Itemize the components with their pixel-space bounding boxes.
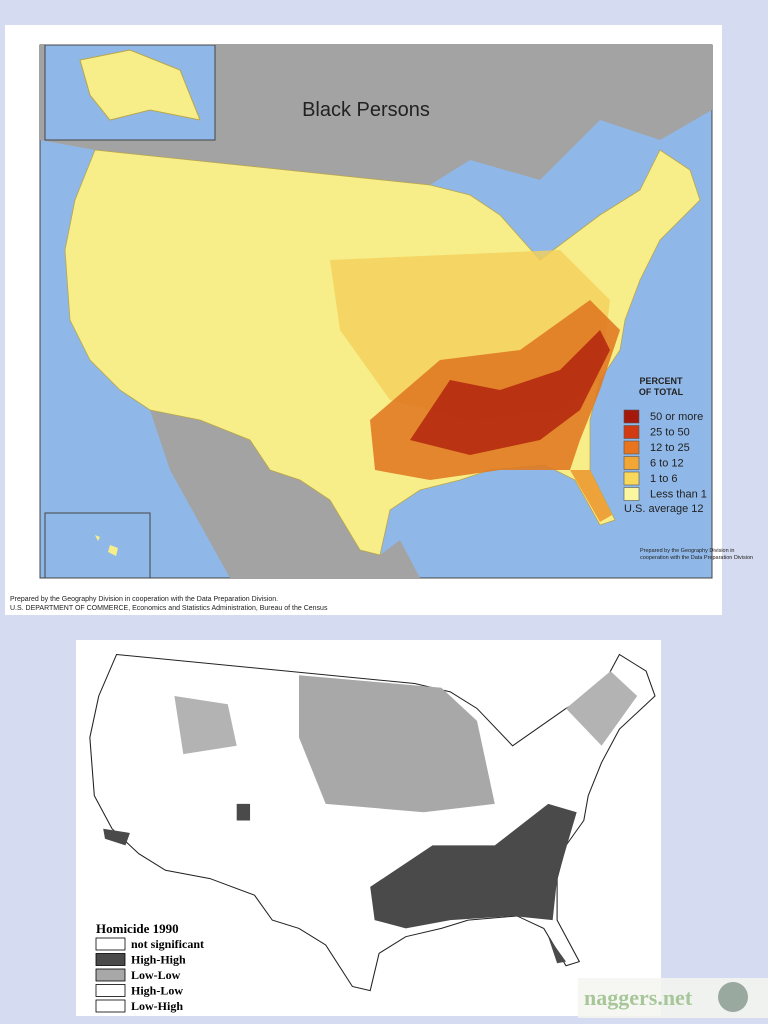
legend-label: Less than 1 [650, 489, 707, 501]
alaska [79, 49, 201, 121]
legend-label: High-High [131, 953, 186, 967]
legend-swatch [623, 487, 640, 501]
low-low-region [299, 675, 495, 813]
legend-title: PERCENT [639, 376, 683, 386]
legend-label: 50 or more [650, 411, 703, 423]
legend-swatch [95, 937, 126, 951]
watermark: naggers.net [584, 985, 693, 1010]
legend-swatch [623, 409, 640, 424]
credit: Prepared by the Geography Division in co… [10, 596, 278, 603]
legend-label: 1 to 6 [650, 473, 678, 485]
legend-label: High-Low [131, 984, 183, 998]
low-low-region [174, 671, 638, 755]
legend-label: Low-High [131, 999, 183, 1013]
mexico [150, 410, 420, 578]
legend-note: U.S. average 12 [624, 503, 704, 515]
legend-swatch [623, 425, 640, 439]
watermark-logo [718, 982, 748, 1012]
legend-swatch [95, 953, 126, 966]
legend-label: 12 to 25 [650, 442, 690, 454]
high-high-region [370, 803, 577, 929]
region-shade [570, 470, 612, 522]
legend-title: Homicide 1990 [96, 921, 179, 936]
legend-swatch [623, 456, 640, 470]
legend-swatch [95, 984, 126, 997]
legend-swatch [95, 968, 126, 982]
legend-label: not significant [131, 937, 204, 951]
legend-label: 6 to 12 [650, 458, 684, 470]
legend-title: OF TOTAL [639, 387, 684, 397]
hawaii [95, 535, 118, 556]
map-title: Black Persons [302, 99, 430, 121]
credit: U.S. DEPARTMENT OF COMMERCE, Economics a… [10, 605, 328, 612]
legend-label: 25 to 50 [650, 427, 690, 439]
legend-swatch [623, 471, 640, 486]
legend-swatch [623, 440, 640, 455]
region-shade [410, 330, 610, 455]
legend-swatch [95, 999, 126, 1013]
legend-label: Low-Low [131, 968, 181, 982]
map-credit: Prepared by the Geography Division in [640, 548, 734, 554]
bottom-map [89, 653, 656, 992]
map-credit: cooperation with the Data Preparation Di… [640, 555, 753, 561]
hawaii-inset [44, 512, 151, 579]
